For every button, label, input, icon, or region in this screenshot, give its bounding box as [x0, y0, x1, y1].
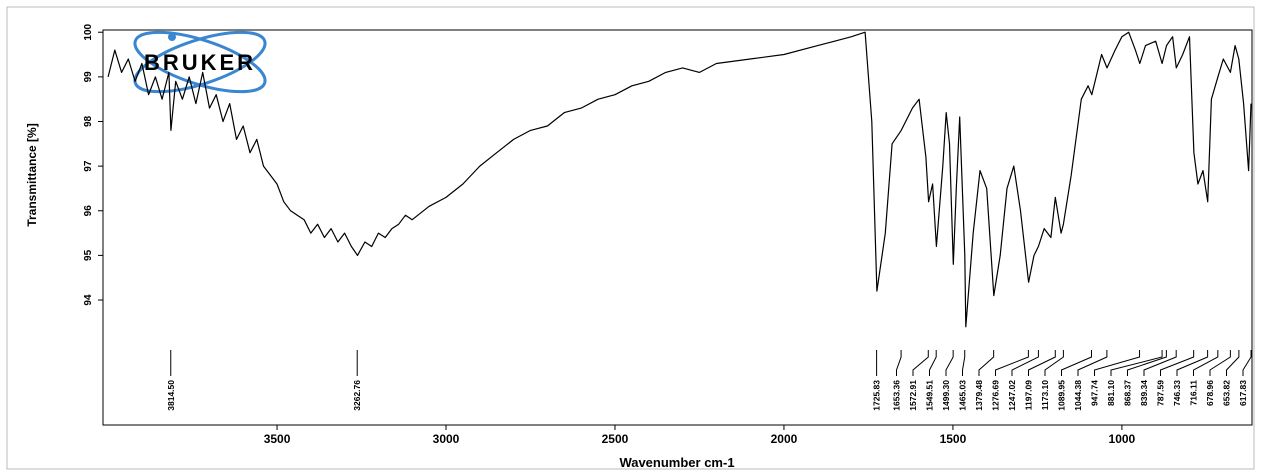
peak-label: 653.82 — [1222, 380, 1232, 406]
y-tick-label: 95 — [83, 249, 94, 261]
peak-label: 1653.36 — [892, 380, 902, 411]
x-tick-label: 2000 — [771, 432, 798, 446]
peak-label: 3814.50 — [166, 380, 176, 411]
peak-label: 1089.95 — [1057, 380, 1067, 411]
logo: BRUKER — [133, 30, 267, 94]
peak-marker — [1226, 350, 1240, 376]
peak-label: 1247.02 — [1007, 380, 1017, 411]
peak-marker — [978, 350, 995, 376]
peak-label: 1173.10 — [1040, 380, 1050, 411]
peak-marker — [1176, 350, 1209, 376]
x-axis-label: Wavenumber cm-1 — [619, 455, 734, 470]
peak-label: 1725.83 — [872, 380, 882, 411]
peak-marker — [1242, 350, 1252, 376]
peak-label: 716.11 — [1189, 380, 1199, 406]
peak-label: 1465.03 — [958, 380, 968, 411]
peak-marker — [995, 350, 1029, 376]
x-tick-label: 3500 — [264, 432, 291, 446]
peak-marker — [1061, 350, 1092, 376]
peak-label: 787.59 — [1156, 380, 1166, 406]
peak-marker — [1044, 350, 1064, 376]
peak-marker — [1209, 350, 1231, 376]
peak-marker — [1028, 350, 1056, 376]
y-tick-label: 98 — [83, 115, 94, 127]
peak-label: 1197.09 — [1024, 380, 1034, 411]
peak-marker — [1143, 350, 1177, 376]
peak-label: 617.83 — [1238, 380, 1248, 406]
peak-marker — [945, 350, 954, 376]
peak-marker — [929, 350, 937, 376]
peak-label: 1276.69 — [991, 380, 1001, 411]
x-tick-label: 3000 — [433, 432, 460, 446]
y-tick-label: 97 — [83, 160, 94, 172]
peak-marker — [1160, 350, 1195, 376]
peak-label: 1572.91 — [908, 380, 918, 411]
peak-label: 1379.48 — [974, 380, 984, 411]
x-tick-label: 2500 — [602, 432, 629, 446]
peak-label: 3262.76 — [352, 380, 362, 411]
logo-text: BRUKER — [144, 50, 256, 75]
peak-label: 868.37 — [1123, 380, 1133, 406]
logo-ring — [133, 30, 267, 94]
peak-marker — [912, 350, 929, 376]
peak-label: 1044.38 — [1073, 380, 1083, 411]
peak-marker — [962, 350, 966, 376]
peak-marker — [1127, 350, 1167, 376]
y-tick-label: 99 — [83, 71, 94, 83]
peak-marker — [1193, 350, 1219, 376]
peak-label: 947.74 — [1090, 380, 1100, 406]
peak-marker — [1011, 350, 1039, 376]
peak-label: 1549.51 — [925, 380, 935, 411]
peak-marker — [1094, 350, 1141, 376]
logo-dot — [168, 33, 176, 41]
y-tick-label: 94 — [83, 294, 94, 306]
peak-label: 746.33 — [1172, 380, 1182, 406]
y-tick-label: 100 — [83, 23, 94, 40]
x-tick-label: 1500 — [940, 432, 967, 446]
peak-label: 881.10 — [1106, 380, 1116, 406]
peak-marker — [896, 350, 902, 376]
peak-label: 678.96 — [1205, 380, 1215, 406]
peak-marker — [1077, 350, 1108, 376]
y-axis-label: Transmittance [%] — [25, 123, 39, 226]
peak-label: 1499.30 — [941, 380, 951, 411]
spectrum-line — [107, 31, 1252, 328]
x-tick-label: 1000 — [1109, 432, 1136, 446]
outer-border — [6, 6, 1255, 470]
plot-frame — [102, 29, 1253, 426]
peak-marker — [1110, 350, 1163, 376]
logo-ring — [133, 30, 267, 94]
y-tick-label: 96 — [83, 205, 94, 217]
peak-label: 839.34 — [1139, 380, 1149, 406]
